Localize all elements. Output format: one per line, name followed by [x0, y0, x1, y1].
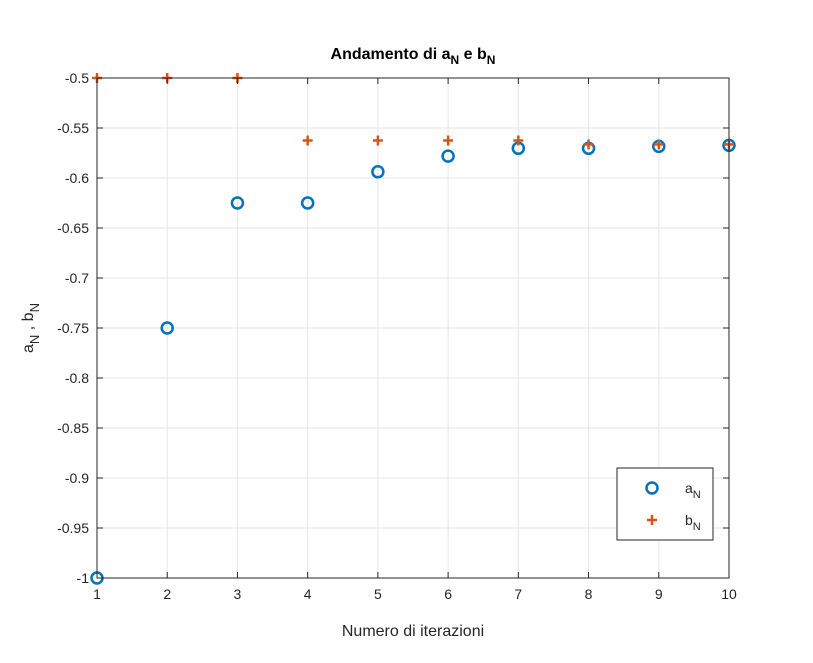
ticks: 1 2 3 4 5 6 7 8 9 10 -0.5 -0.55 -0.6 -0.65 -0.7 -0.75 -0… [57, 70, 737, 602]
ylabel-a-sub: N [27, 335, 42, 344]
legend-marker-a [645, 481, 659, 495]
title-base: Andamento di [331, 46, 442, 63]
x-tick-label: 8 [585, 586, 593, 602]
y-tick-label: -0.75 [57, 320, 89, 336]
y-tick-label: -0.7 [65, 270, 89, 286]
point-a-2 [160, 321, 174, 335]
point-b-8 [583, 139, 594, 150]
point-a-3 [230, 196, 245, 210]
title-mid: e [459, 46, 477, 63]
y-tick-label: -0.8 [65, 370, 89, 386]
point-b-4 [302, 135, 313, 146]
ylabel-a: a [20, 344, 37, 353]
title-b-sub: N [487, 53, 496, 67]
ylabel-b: b [20, 312, 37, 321]
y-tick-label: -1 [77, 570, 90, 586]
title-a-sub: N [451, 53, 460, 67]
x-tick-label: 1 [93, 586, 101, 602]
legend-marker-b [647, 515, 657, 525]
ylabel-b-sub: N [27, 303, 42, 312]
y-axis-label: aN , bN [20, 303, 42, 353]
legend-b-base: b [685, 512, 693, 528]
legend-a-base: a [685, 480, 693, 496]
legend-label-a: aN [685, 480, 701, 501]
point-b-7 [513, 135, 524, 146]
y-tick-label: -0.95 [57, 520, 89, 536]
x-tick-label: 9 [655, 586, 663, 602]
x-tick-label: 5 [374, 586, 382, 602]
y-tick-label: -0.85 [57, 420, 89, 436]
point-b-5 [372, 135, 383, 146]
x-tick-label: 10 [721, 586, 737, 602]
point-a-5 [371, 165, 385, 179]
y-tick-label: -0.6 [65, 170, 89, 186]
chart-title: Andamento di aN e bN [331, 46, 496, 67]
point-a-4 [300, 196, 315, 210]
y-tick-label: -0.9 [65, 470, 89, 486]
y-tick-label: -0.65 [57, 220, 89, 236]
ylabel-sep: , [20, 321, 37, 334]
title-a: a [442, 46, 451, 63]
x-tick-label: 3 [234, 586, 242, 602]
x-tick-label: 2 [163, 586, 171, 602]
x-axis-label: Numero di iterazioni [342, 623, 484, 640]
title-b: b [477, 46, 487, 63]
point-b-6 [443, 135, 454, 146]
x-tick-label: 6 [444, 586, 452, 602]
legend-box [616, 467, 714, 541]
point-b-9 [653, 139, 664, 150]
legend: aN bN [616, 467, 714, 541]
x-tick-label: 4 [304, 586, 312, 602]
legend-label-b: bN [685, 512, 701, 533]
legend-b-sub: N [693, 521, 701, 533]
y-tick-label: -0.55 [57, 120, 89, 136]
legend-a-sub: N [693, 489, 701, 501]
point-a-6 [441, 149, 455, 163]
y-tick-label: -0.5 [65, 70, 89, 86]
x-tick-label: 7 [514, 586, 522, 602]
